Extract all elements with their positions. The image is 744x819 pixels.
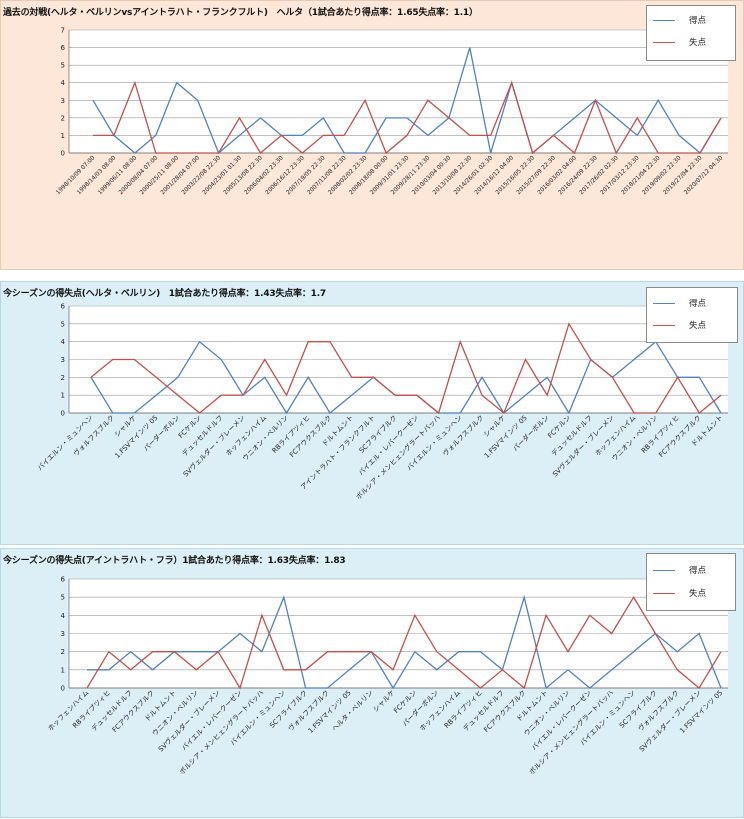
y-tick-label: 4: [61, 79, 66, 87]
x-tick-label: 2006/04/02 23:30: [244, 155, 285, 196]
chart-panel-frankfurt-season: 今シーズンの得失点(アイントラハト・フラ）1試合あたり得点率：1.63失点率：1…: [0, 548, 744, 818]
legend-item-conceded: 失点: [653, 36, 706, 48]
legend-swatch-goals: [653, 569, 675, 571]
chart-title: 今シーズンの得失点(アイントラハト・フラ）1試合あたり得点率：1.63失点率：1…: [3, 556, 346, 566]
x-tick-label: RBライプツィヒ: [640, 414, 681, 455]
y-tick-label: 1: [61, 666, 65, 674]
series-line-conceded: [93, 80, 722, 155]
x-tick-label: SCフライブルク: [267, 688, 309, 730]
x-tick-label: 2019/27/04 22:30: [662, 155, 703, 196]
x-tick-label: 2016/24/09 22:30: [558, 155, 599, 196]
x-tick-label: 2015/27/09 22:30: [516, 155, 557, 196]
y-tick-label: 0: [61, 410, 65, 418]
legend-label-goals: 得点: [689, 16, 707, 26]
legend-item-goals: 得点: [653, 564, 706, 576]
legend-swatch-goals: [653, 19, 675, 21]
chart-panel-hertha-season: 今シーズンの得失点(ヘルタ・ベルリン) 1試合あたり得点率：1.43失点率：1.…: [0, 281, 744, 545]
y-tick-label: 5: [61, 62, 65, 70]
x-tick-label: 2020/07/12 04:30: [683, 155, 724, 196]
legend-swatch-goals: [653, 302, 675, 304]
legend-label-conceded: 失点: [689, 38, 707, 48]
x-tick-label: SCフライブルク: [617, 688, 659, 730]
plot-area: [69, 30, 728, 153]
y-tick-label: 2: [61, 374, 65, 382]
chart-title: 今シーズンの得失点(ヘルタ・ベルリン) 1試合あたり得点率：1.43失点率：1.…: [3, 289, 326, 299]
chart-panel-head-to-head: 過去の対戦(ヘルタ・ベルリンvsアイントラハト・フランクフルト) ヘルタ（1試合…: [0, 0, 744, 270]
x-tick-label: SCフライブルク: [357, 413, 399, 455]
y-tick-label: 4: [61, 612, 66, 620]
x-tick-label: 2016/03/02 04:00: [537, 155, 578, 196]
chart-legend: 得点 失点: [646, 5, 736, 61]
x-tick-label: 2017/26/02 02:30: [579, 155, 620, 196]
x-tick-label: 1998/10/09 07:00: [55, 155, 96, 196]
chart-legend: 得点 失点: [646, 287, 738, 343]
legend-label-conceded: 失点: [689, 321, 707, 331]
y-tick-label: 6: [61, 303, 66, 311]
y-tick-label: 5: [61, 320, 65, 328]
x-tick-label: 2007/11/08 22:30: [307, 155, 348, 196]
x-tick-label: 2008/02/02 23:30: [328, 155, 369, 196]
legend-label-goals: 得点: [689, 566, 707, 576]
line-chart-frankfurt-season: 0123456ホッフェンハイムRBライプツィヒデュッセルドルフFCアウクスブルク…: [46, 576, 728, 776]
legend-item-goals: 得点: [653, 297, 706, 309]
legend-label-goals: 得点: [689, 299, 707, 309]
y-tick-label: 0: [61, 150, 65, 158]
line-chart-hertha-season: 0123456バイエルン・ミュンヘンヴォルフスブルクシャルケ1.FSVマインツ …: [36, 303, 728, 501]
y-tick-label: 0: [61, 685, 65, 693]
y-tick-label: 6: [61, 44, 66, 52]
x-tick-label: 2015/16/05 22:30: [495, 155, 536, 196]
y-tick-label: 1: [61, 392, 65, 400]
x-tick-label: 2005/13/08 22:30: [223, 155, 264, 196]
x-tick-label: 2018/21/04 22:30: [621, 155, 662, 196]
x-tick-label: 2009/31/01 23:30: [369, 155, 410, 196]
x-tick-label: 2008/18/08 00:00: [348, 155, 389, 196]
x-tick-label: 2013/10/08 22:30: [432, 155, 473, 196]
x-tick-label: 2017/03/12 23:30: [600, 155, 641, 196]
x-tick-label: 2004/23/01 01:30: [202, 155, 243, 196]
y-tick-label: 2: [61, 114, 65, 122]
series-line-goals: [87, 594, 722, 690]
x-tick-label: 1998/14/03 08:00: [76, 155, 117, 196]
legend-item-conceded: 失点: [653, 587, 706, 599]
y-tick-label: 6: [61, 576, 66, 584]
x-tick-label: 2000/08/04 07:00: [118, 155, 159, 196]
x-tick-label: RBライプツィヒ: [271, 414, 312, 455]
x-tick-label: 1.FSVマインツ 05: [678, 689, 724, 735]
x-tick-label: 2006/16/12 23:30: [265, 155, 306, 196]
y-tick-label: 3: [61, 356, 65, 364]
legend-swatch-conceded: [653, 41, 675, 43]
legend-item-conceded: 失点: [653, 319, 706, 331]
x-tick-label: 2014/26/01 02:30: [453, 155, 494, 196]
x-tick-label: 1999/06/11 08:00: [97, 155, 138, 196]
x-tick-label: 2009/28/11 23:30: [390, 155, 431, 196]
y-tick-label: 5: [61, 594, 65, 602]
series-line-goals: [92, 47, 722, 155]
y-tick-label: 2: [61, 648, 65, 656]
x-tick-label: 2000/25/11 08:00: [139, 155, 180, 196]
series-line-conceded: [90, 322, 722, 415]
x-tick-label: 2010/03/04 00:30: [411, 155, 452, 196]
x-tick-label: 2014/16/12 04:00: [474, 155, 515, 196]
y-tick-label: 3: [61, 97, 65, 105]
y-tick-label: 4: [61, 338, 66, 346]
series-line-conceded: [86, 595, 722, 690]
legend-swatch-conceded: [653, 592, 675, 594]
y-tick-label: 7: [61, 27, 65, 35]
x-tick-label: 2019/09/02 22:30: [642, 155, 683, 196]
legend-label-conceded: 失点: [689, 589, 707, 599]
chart-title: 過去の対戦(ヘルタ・ベルリンvsアイントラハト・フランクフルト) ヘルタ（1試合…: [3, 8, 478, 18]
legend-swatch-conceded: [653, 324, 675, 326]
y-tick-label: 1: [61, 132, 65, 140]
x-tick-label: 2001/28/04 07:00: [160, 155, 201, 196]
y-tick-label: 3: [61, 630, 65, 638]
x-tick-label: 2003/22/08 22:30: [181, 155, 222, 196]
chart-legend: 得点 失点: [646, 553, 736, 611]
legend-item-goals: 得点: [653, 14, 706, 26]
x-tick-label: 2007/19/05 22:30: [286, 155, 327, 196]
